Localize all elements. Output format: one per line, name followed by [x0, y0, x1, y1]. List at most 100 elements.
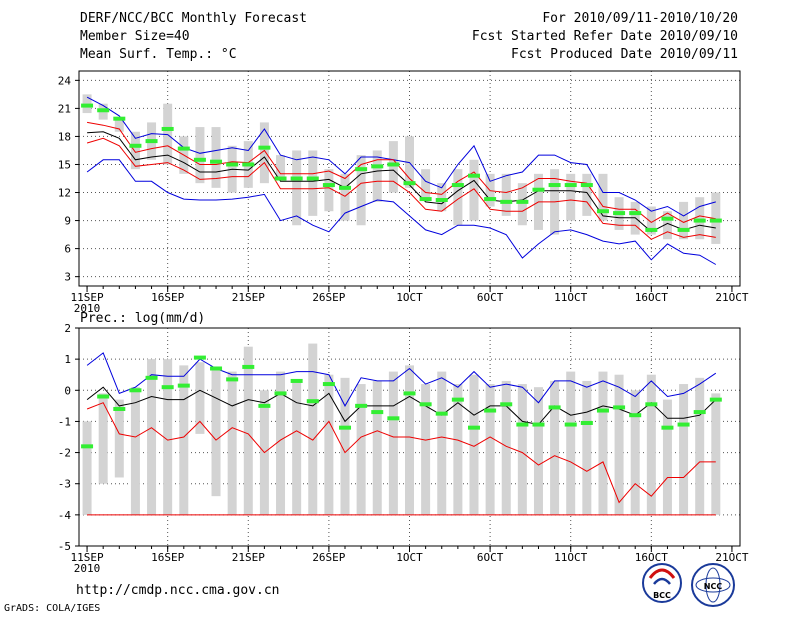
temp-spread-box: [582, 173, 592, 216]
prec-spread-box: [550, 380, 560, 515]
temp-ensemble-marker: [484, 197, 497, 202]
prec-ensemble-marker: [339, 425, 352, 430]
temp-spread-box: [501, 173, 511, 216]
prec-ensemble-marker: [677, 422, 690, 427]
temp-spread-box: [453, 169, 463, 226]
temp-spread-box: [114, 117, 124, 132]
prec-spread-box: [388, 371, 398, 515]
temp-ensemble-marker: [709, 218, 722, 223]
temp-ensemble-marker: [548, 183, 561, 188]
temp-ensemble-marker: [596, 209, 609, 214]
temp-ensemble-marker: [532, 187, 545, 192]
header-period: For 2010/09/11-2010/10/20: [542, 11, 738, 26]
prec-ensemble-marker: [500, 402, 513, 407]
prec-spread-box: [276, 371, 286, 515]
temp-ytick-label: 12: [58, 187, 71, 200]
header-variable: Mean Surf. Temp.: °C: [80, 47, 237, 62]
prec-ensemble-marker: [564, 422, 577, 427]
temp-ensemble-marker: [435, 198, 448, 202]
prec-xtick-label: 26SEP: [312, 551, 345, 564]
temp-ensemble-marker: [129, 143, 142, 148]
prec-ytick-label: -3: [58, 478, 71, 491]
prec-ensemble-marker: [226, 377, 239, 382]
temp-xtick-label: 16SEP: [151, 291, 184, 304]
temp-ensemble-marker: [580, 183, 593, 188]
temp-ensemble-marker: [564, 183, 577, 188]
prec-spread-box: [243, 346, 253, 515]
temp-xtick-label: 21SEP: [232, 291, 265, 304]
prec-spread-box: [695, 377, 705, 515]
prec-ensemble-marker: [193, 355, 206, 360]
prec-xtick-label: 11SEP: [70, 551, 103, 564]
prec-ensemble-marker: [129, 388, 142, 393]
prec-spread-box: [437, 371, 447, 515]
temp-ytick-label: 21: [58, 102, 71, 115]
prec-ytick-label: -4: [58, 509, 72, 522]
prec-spread-box: [614, 374, 624, 515]
temp-spread-box: [211, 127, 221, 188]
prec-ytick-label: 0: [64, 384, 71, 397]
temp-year-label: 2010: [74, 302, 101, 315]
temp-ensemble-marker: [177, 146, 190, 151]
prec-spread-box: [227, 371, 237, 515]
prec-spread-box: [485, 384, 495, 515]
footer-credit: GrADS: COLA/IGES: [4, 603, 101, 614]
temp-ensemble-marker: [113, 116, 126, 121]
prec-ensemble-marker: [161, 385, 174, 390]
prec-ytick-label: 2: [64, 322, 71, 335]
temp-ensemble-marker: [97, 108, 110, 113]
temp-xtick-label: 16OCT: [635, 291, 668, 304]
prec-spread-box: [98, 393, 108, 484]
prec-ensemble-marker: [484, 408, 497, 413]
prec-spread-box: [163, 359, 173, 515]
header-start-date: Fcst Started Refer Date 2010/09/10: [471, 29, 738, 44]
prec-ensemble-marker: [693, 410, 706, 415]
prec-ensemble-marker: [661, 425, 674, 430]
prec-ensemble-marker: [516, 422, 529, 427]
temp-spread-box: [469, 159, 479, 221]
prec-ensemble-marker: [355, 403, 368, 408]
temp-xtick-label: 21OCT: [715, 291, 748, 304]
prec-ensemble-marker: [177, 383, 190, 388]
temp-ensemble-marker: [677, 227, 690, 232]
temp-ensemble-marker: [629, 211, 642, 216]
prec-ensemble-marker: [322, 382, 335, 387]
prec-spread-box: [308, 343, 318, 515]
prec-xtick-label: 21SEP: [232, 551, 265, 564]
temp-ytick-label: 9: [64, 215, 71, 228]
temp-ytick-label: 6: [64, 243, 71, 256]
temp-ensemble-marker: [242, 162, 255, 167]
temp-line-mean: [87, 131, 716, 233]
temp-line-mean-sd: [86, 137, 716, 240]
prec-ensemble-marker: [613, 405, 626, 410]
temp-ensemble-marker: [419, 197, 432, 202]
prec-spread-box: [372, 380, 382, 515]
prec-ensemble-marker: [387, 416, 400, 421]
temp-ensemble-marker: [274, 176, 287, 181]
prec-spread-box: [630, 390, 640, 515]
temp-ensemble-marker: [258, 145, 271, 150]
prec-ytick-label: -5: [58, 540, 71, 553]
prec-ensemble-marker: [629, 413, 642, 418]
header-produced-date: Fcst Produced Date 2010/09/11: [511, 47, 738, 62]
bcc-logo: BCC: [642, 563, 682, 603]
temp-ensemble-marker: [81, 103, 94, 108]
temp-spread-box: [308, 150, 318, 216]
prec-ensemble-marker: [210, 366, 223, 371]
prec-spread-box: [501, 380, 511, 515]
temp-ensemble-marker: [371, 164, 384, 169]
header-member-size: Member Size=40: [80, 29, 190, 44]
footer-url: http://cmdp.ncc.cma.gov.cn: [76, 583, 280, 598]
bcc-logo-text: BCC: [653, 591, 671, 600]
prec-ensemble-marker: [274, 391, 287, 396]
ncc-logo: NCC: [691, 563, 735, 607]
temp-ytick-label: 18: [58, 130, 71, 143]
temp-spread-box: [437, 183, 447, 212]
prec-ensemble-marker: [532, 422, 545, 427]
temp-xtick-label: 11SEP: [70, 291, 103, 304]
prec-spread-box: [405, 365, 414, 515]
temp-ensemble-marker: [339, 185, 352, 190]
prec-ensemble-marker: [145, 375, 158, 380]
temp-spread-box: [662, 211, 672, 240]
prec-spread-box: [711, 393, 721, 515]
